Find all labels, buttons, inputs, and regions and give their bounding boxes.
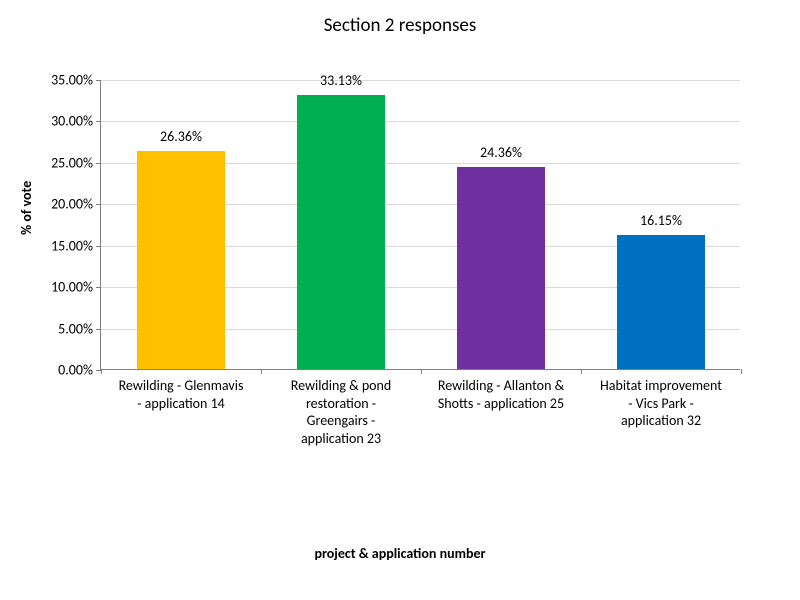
gridline: [101, 121, 740, 122]
x-tick-mark: [101, 369, 102, 374]
data-label: 24.36%: [480, 144, 522, 161]
chart-title: Section 2 responses: [0, 14, 800, 37]
y-tick-label: 35.00%: [51, 72, 101, 89]
x-axis-title: project & application number: [0, 545, 800, 562]
plot-area: 0.00%5.00%10.00%15.00%20.00%25.00%30.00%…: [100, 80, 740, 370]
y-tick-label: 10.00%: [51, 279, 101, 296]
category-label: Habitat improvement- Vics Park -applicat…: [584, 377, 738, 430]
data-label: 33.13%: [320, 72, 362, 89]
data-label: 16.15%: [640, 212, 682, 229]
y-tick-label: 5.00%: [58, 320, 101, 337]
y-tick-label: 20.00%: [51, 196, 101, 213]
x-tick-mark: [581, 369, 582, 374]
y-tick-label: 25.00%: [51, 154, 101, 171]
bar: [617, 235, 705, 369]
x-tick-mark: [741, 369, 742, 374]
category-label: Rewilding - Allanton &Shotts - applicati…: [424, 377, 578, 412]
bar: [457, 167, 545, 369]
x-tick-mark: [261, 369, 262, 374]
data-label: 26.36%: [160, 128, 202, 145]
y-tick-label: 30.00%: [51, 113, 101, 130]
x-tick-mark: [421, 369, 422, 374]
category-label: Rewilding & pondrestoration -Greengairs …: [264, 377, 418, 447]
bar: [137, 151, 225, 369]
y-tick-label: 0.00%: [58, 362, 101, 379]
y-tick-label: 15.00%: [51, 237, 101, 254]
y-axis-title: % of vote: [18, 181, 35, 235]
gridline: [101, 80, 740, 81]
bar: [297, 95, 385, 370]
category-label: Rewilding - Glenmavis- application 14: [104, 377, 258, 412]
